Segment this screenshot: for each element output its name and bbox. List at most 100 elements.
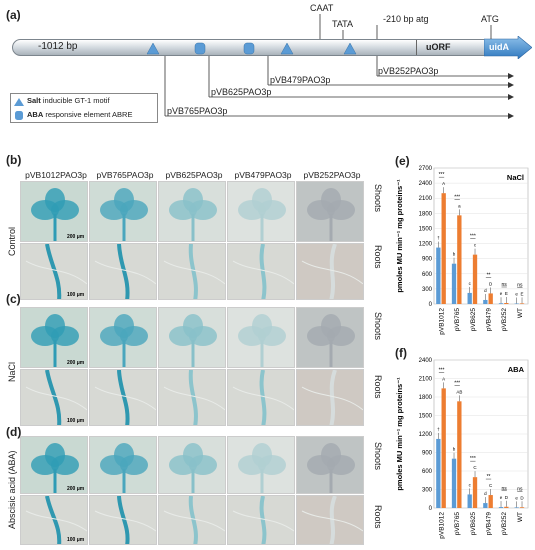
caat-label: CAAT (310, 3, 334, 13)
x-tick-label: pVB1012 (439, 512, 446, 539)
condition-label: Abscisic acid (ABA) (7, 450, 17, 529)
root-illustration (228, 496, 294, 544)
seedling-illustration (21, 308, 87, 367)
x-tick-label: pVB1012 (439, 308, 446, 335)
root-image (89, 495, 157, 545)
y-tick-label: 1500 (419, 226, 433, 232)
y-tick-label: 1800 (419, 395, 433, 401)
significance-letter: c (474, 243, 477, 248)
significance-letter: e (515, 291, 518, 296)
x-tick-label: pVB252 (501, 512, 508, 536)
seedling-illustration (228, 182, 294, 241)
uida-arrow (484, 36, 532, 59)
bar (472, 477, 478, 508)
x-tick-label: pVB479 (486, 308, 493, 332)
tissue-label: Shoots (373, 184, 383, 213)
plot-area (433, 167, 529, 305)
root-image (158, 369, 226, 426)
panel-label-d: (d) (6, 425, 22, 439)
x-tick-label: pVB252 (501, 308, 508, 332)
root-illustration (297, 244, 363, 299)
significance-letter: b (453, 447, 456, 452)
bar (472, 254, 478, 304)
scale-bar-label: 100 μm (67, 292, 85, 298)
root-image (227, 495, 295, 545)
tissue-label: Shoots (373, 312, 383, 341)
significance-letter: † (437, 427, 440, 432)
gt1-motif-icon (343, 42, 357, 55)
tissue-label: Roots (373, 245, 383, 269)
significance-letter: D (489, 281, 493, 286)
y-tick-label: 1200 (419, 242, 433, 248)
promoter-start-label: -1012 bp (38, 41, 78, 52)
construct-label: pVB252PAO3p (378, 66, 439, 76)
tissue-label: Roots (373, 505, 383, 529)
chart-title: ABA (508, 365, 525, 374)
y-tick-label: 300 (422, 488, 433, 494)
motif-legend: Salt inducible GT-1 motif ABA responsive… (10, 93, 158, 123)
y-tick-label: 1500 (419, 414, 433, 420)
legend-salt-text: inducible GT-1 motif (40, 96, 110, 105)
seedling-illustration (228, 437, 294, 493)
y-tick-label: 2400 (419, 181, 433, 187)
legend-aba-text: responsive element ABRE (43, 110, 133, 119)
significance-letter: c (469, 281, 472, 286)
x-tick-label: pVB625 (470, 512, 477, 536)
significance-letter: d (484, 491, 487, 496)
root-illustration (159, 370, 225, 425)
significance-stars: ns (517, 282, 523, 288)
chart-aba: 0 300 600 900 1200 1500 1800 2100 2400 pmoles MU … (395, 358, 529, 539)
seedling-illustration (228, 308, 294, 367)
x-tick-label: pVB479 (486, 512, 493, 536)
seedling-illustration (90, 437, 156, 493)
root-image (158, 243, 226, 300)
bar (467, 494, 472, 508)
shoot-image (227, 181, 295, 242)
significance-stars: *** (470, 234, 476, 240)
column-header: pVB1012PAO3p (25, 170, 87, 180)
bar (519, 507, 525, 508)
bar (457, 401, 462, 508)
construct-label: pVB479PAO3p (270, 75, 331, 85)
significance-letter: A (442, 376, 445, 381)
y-tick-label: 600 (422, 272, 433, 278)
promoter-motifs (146, 14, 514, 119)
y-tick-label: 0 (429, 506, 433, 512)
shoot-image (227, 307, 295, 368)
bar (488, 495, 493, 508)
significance-letter: AB (456, 389, 462, 394)
chart-nacl: 0 300 600 900 1200 1500 1800 2100 2400 2700 pmoles… (395, 166, 529, 335)
significance-letter: c (469, 482, 472, 487)
panel-label-c: (c) (6, 292, 21, 306)
significance-stars: ns (517, 486, 523, 492)
significance-stars: ns (502, 486, 508, 492)
bar (483, 299, 488, 304)
bar (519, 303, 525, 304)
scale-bar-label: 200 μm (67, 234, 85, 240)
scale-bar-label: 100 μm (67, 418, 85, 424)
root-image (158, 495, 226, 545)
tissue-label: Shoots (373, 442, 383, 471)
root-illustration (21, 496, 87, 544)
shoot-image: 200 μm (20, 436, 88, 494)
shoot-image (158, 307, 226, 368)
shoot-image (89, 436, 157, 494)
significance-stars: ns (502, 282, 508, 288)
x-tick-label: pVB625 (470, 308, 477, 332)
bar (498, 303, 504, 304)
shoot-image (296, 436, 364, 494)
y-tick-label: 0 (429, 302, 433, 308)
seedling-illustration (21, 182, 87, 241)
root-image (296, 243, 364, 300)
bar (504, 302, 509, 304)
significance-letter: d (484, 288, 487, 293)
root-image: 100 μm (20, 243, 88, 300)
bar (441, 193, 446, 304)
significance-letter: D (505, 495, 509, 500)
x-tick-label: pVB765 (454, 308, 461, 332)
significance-stars: ** (487, 272, 491, 278)
root-image (89, 243, 157, 300)
rounded-square-icon (15, 111, 23, 120)
x-tick-label: WT (517, 308, 524, 318)
seedling-illustration (21, 437, 87, 493)
